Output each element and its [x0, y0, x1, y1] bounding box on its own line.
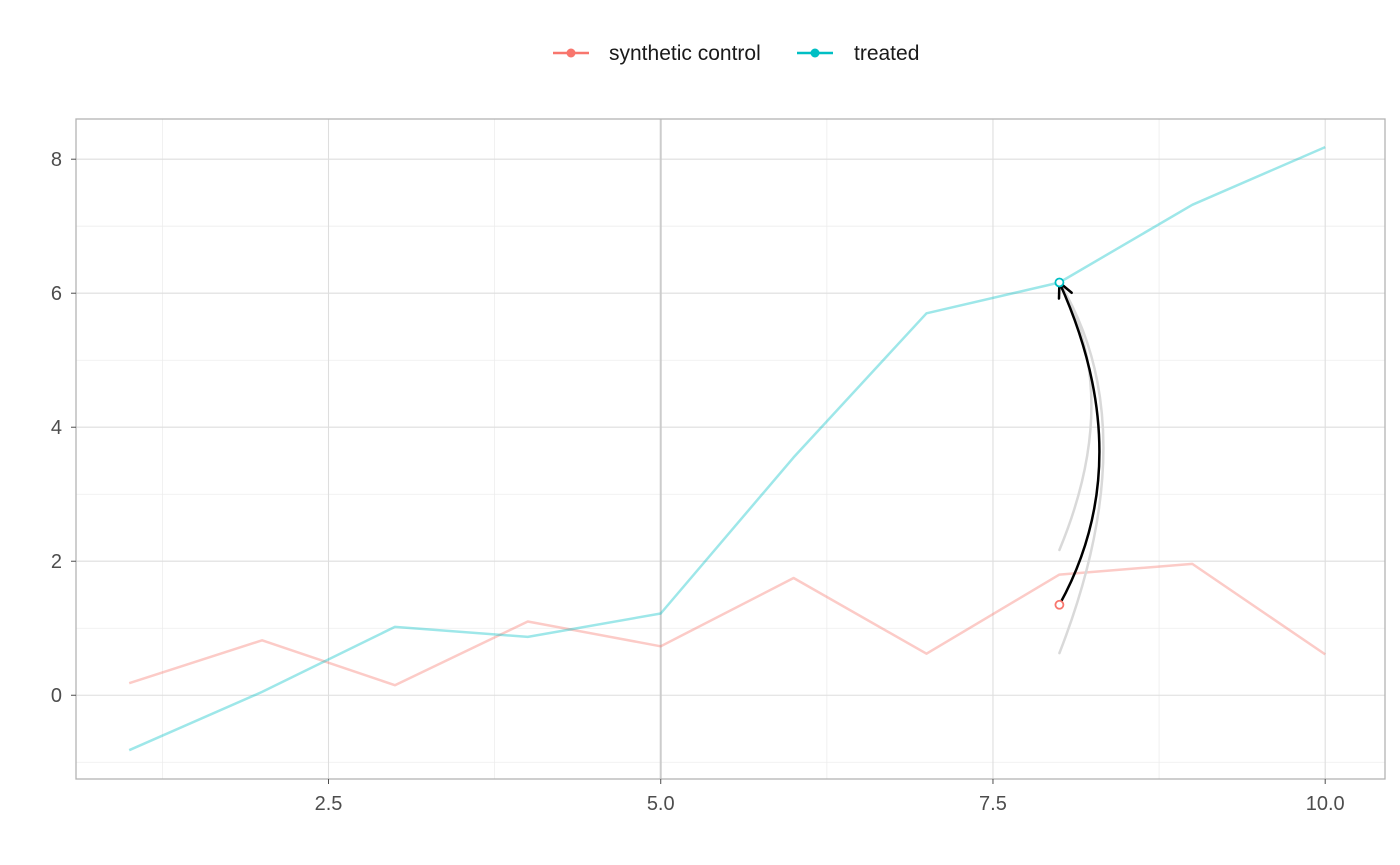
panel-border [75, 118, 1386, 780]
annotation-arrow-curve [1058, 281, 1101, 607]
annotation-start-point [1054, 599, 1065, 610]
y-tick-label: 6 [51, 283, 62, 305]
y-tick-label: 8 [51, 149, 62, 171]
legend-item-treated: treated [797, 42, 919, 65]
grid-minor [76, 119, 1385, 779]
legend-item-synthetic-control: synthetic control [553, 42, 761, 65]
series-layer [128, 145, 1326, 752]
grid-major [76, 119, 1385, 779]
x-tick-label: 7.5 [979, 793, 1007, 815]
x-tick-label: 5.0 [647, 793, 675, 815]
x-tick-label: 10.0 [1306, 793, 1345, 815]
y-axis: 0 2 4 6 8 [51, 149, 76, 707]
plot-panel [75, 118, 1386, 780]
x-axis: 2.5 5.0 7.5 10.0 [315, 779, 1345, 815]
series-synthetic-control-line [128, 562, 1326, 687]
annotation-end-point [1054, 277, 1065, 288]
legend-label-treated: treated [854, 42, 919, 65]
series-treated-line [128, 145, 1326, 752]
annotation-layer [1054, 277, 1105, 655]
legend: synthetic control treated [553, 42, 919, 65]
annotation-echo-curve-lower [1058, 281, 1105, 655]
legend-key-dot-synthetic-control [566, 48, 576, 58]
annotation-echo-curve-upper [1058, 281, 1093, 552]
y-tick-label: 2 [51, 551, 62, 573]
legend-label-synthetic-control: synthetic control [609, 42, 761, 65]
y-tick-label: 4 [51, 417, 62, 439]
legend-key-dot-treated [810, 48, 820, 58]
x-tick-label: 2.5 [315, 793, 343, 815]
y-tick-label: 0 [51, 685, 62, 707]
